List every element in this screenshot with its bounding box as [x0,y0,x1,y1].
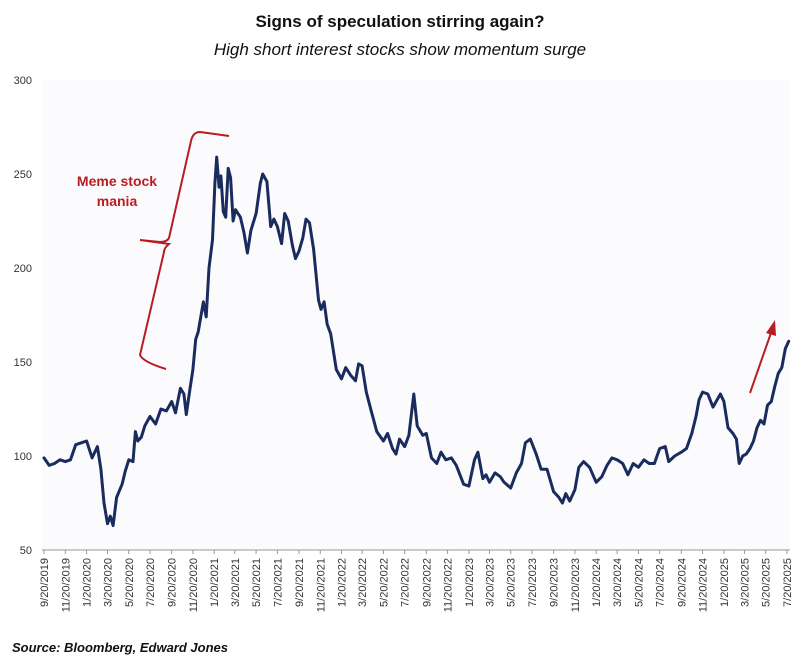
x-tick-label: 11/20/2022 [443,558,455,612]
x-tick-label: 11/20/2023 [570,558,582,612]
x-tick-label: 11/20/2020 [188,558,200,612]
x-tick-label: 5/20/2022 [378,558,390,607]
meme-mania-annotation: Meme stock mania [77,130,230,370]
series-line [42,155,791,528]
annotation-label-line-1: Meme stock [77,173,157,189]
annotation-label-line-2: mania [97,193,138,209]
y-tick-label: 300 [14,75,32,87]
x-tick-label: 1/20/2025 [719,558,731,607]
x-tick-label: 9/20/2021 [294,558,306,607]
x-tick-label: 7/20/2021 [272,558,284,607]
y-tick-label: 200 [14,263,32,275]
x-tick-label: 3/20/2023 [484,558,496,607]
x-tick-label: 3/20/2022 [357,558,369,607]
trend-arrow [749,320,776,394]
x-tick-label: 9/20/2019 [39,558,51,607]
x-tick-label: 1/20/2020 [82,558,94,607]
x-tick-label: 7/20/2023 [527,558,539,607]
x-tick-label: 3/20/2024 [612,558,624,607]
x-tick-label: 3/20/2020 [102,558,114,607]
x-tick-label: 5/20/2021 [251,558,263,607]
x-tick-label: 3/20/2025 [739,558,751,607]
y-tick-label: 150 [14,357,32,369]
y-tick-label: 100 [14,451,32,463]
x-tick-label: 7/20/2025 [782,558,794,607]
x-tick-label: 7/20/2022 [400,558,412,607]
x-tick-label: 11/20/2019 [60,558,72,612]
source-note: Source: Bloomberg, Edward Jones [12,640,228,655]
x-tick-label: 9/20/2022 [421,558,433,607]
x-tick-label: 3/20/2021 [230,558,242,607]
x-tick-label: 9/20/2024 [676,558,688,607]
x-tick-label: 5/20/2020 [124,558,136,607]
y-tick-label: 250 [14,169,32,181]
trend-arrow-head [766,320,776,336]
chart-title: Signs of speculation stirring again? [255,12,545,31]
x-axis: 9/20/2019 11/20/2019 1/20/2020 3/20/2020 5/2… [39,550,794,612]
x-tick-label: 1/20/2022 [337,558,349,607]
x-tick-label: 5/20/2023 [506,558,518,607]
x-tick-label: 9/20/2023 [549,558,561,607]
x-tick-label: 1/20/2024 [591,558,603,607]
x-tick-label: 5/20/2025 [761,558,773,607]
y-axis: 50 100 150 200 250 300 [14,75,32,557]
plot-background [42,80,790,550]
x-tick-label: 7/20/2020 [145,558,157,607]
x-tick-label: 11/20/2021 [315,558,327,612]
x-tick-label: 7/20/2024 [655,558,667,607]
trend-arrow-shaft [749,329,773,394]
x-tick-label: 1/20/2023 [464,558,476,607]
chart-subtitle: High short interest stocks show momentum… [213,40,587,59]
x-tick-label: 1/20/2021 [209,558,221,607]
y-tick-label: 50 [20,545,32,557]
x-tick-label: 5/20/2024 [633,558,645,607]
annotation-brace [138,130,230,370]
x-tick-label: 9/20/2020 [167,558,179,607]
x-tick-label: 11/20/2024 [698,558,710,612]
